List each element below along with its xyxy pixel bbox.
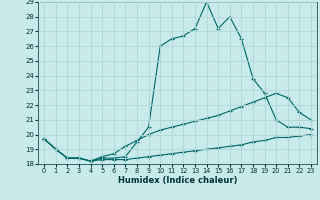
X-axis label: Humidex (Indice chaleur): Humidex (Indice chaleur) — [118, 176, 237, 185]
